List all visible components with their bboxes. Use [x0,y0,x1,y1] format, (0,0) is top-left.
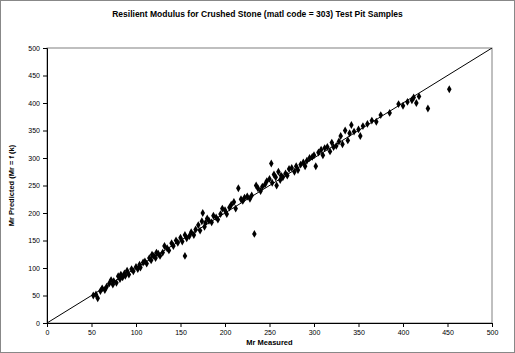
y-axis-title: Mr Predicted (Mr = f (k) [7,144,16,226]
tick-label: 350 [28,127,40,134]
tick: 400 [398,323,410,336]
tick-mark [43,268,47,269]
tick: 0 [46,323,50,336]
tick-label: 450 [28,72,40,79]
tick-mark [43,158,47,159]
tick-label: 50 [32,292,40,299]
tick-mark [314,323,315,327]
data-point [358,132,363,140]
tick-mark [43,323,47,324]
tick: 350 [28,127,47,134]
tick-mark [43,241,47,242]
tick-mark [359,323,360,327]
data-point [349,121,354,129]
chart: 0 50 100 150 200 250 300 350 400 450 500 0 50 100 150 2… [0,0,515,353]
title: Resilient Modulus for Crushed Stone (mat… [112,9,403,19]
data-point [338,132,343,140]
axis-line [48,324,493,328]
data-point [232,198,237,206]
data-point [447,85,452,93]
tick-label: 450 [442,329,454,336]
tick-label: 0 [36,320,40,327]
tick: 250 [264,323,276,336]
tick: 450 [28,72,47,79]
data-point [95,294,100,302]
tick: 0 [36,320,47,327]
tick-mark [43,131,47,132]
tick-mark [43,76,47,77]
plot-frame [47,48,492,323]
tick: 150 [28,237,47,244]
tick-label: 500 [28,45,40,52]
tick-mark [403,323,404,327]
tick-mark [43,48,47,49]
tick-label: 350 [353,329,365,336]
axis-line [43,49,48,324]
tick-label: 250 [28,182,40,189]
tick-label: 300 [309,329,321,336]
tick-label: 500 [487,329,499,336]
tick: 300 [28,155,47,162]
tick-mark [43,296,47,297]
chart-border [1,1,515,353]
reference-line [47,48,492,323]
x-axis-title: Mr Measured [246,338,293,347]
tick: 100 [28,265,47,272]
plot-area [47,48,492,323]
data-point [200,217,205,225]
data-point [252,230,257,238]
tick-mark [136,323,137,327]
tick-label: 200 [220,329,232,336]
data-point [426,105,431,113]
tick-mark [43,213,47,214]
tick-mark [492,323,493,327]
tick: 500 [487,323,499,336]
tick-label: 300 [28,155,40,162]
tick-mark [270,323,271,327]
tick: 350 [353,323,365,336]
data-point [414,99,419,107]
x-axis: 0 50 100 150 200 250 300 350 400 450 500 [46,323,499,336]
tick-label: 50 [88,329,96,336]
data-point [200,209,205,217]
tick-mark [43,103,47,104]
data-point [269,160,274,168]
data-point [343,127,348,135]
tick-mark [43,186,47,187]
data-point [274,182,279,190]
tick: 400 [28,100,47,107]
tick-label: 150 [28,237,40,244]
data-point [236,184,241,192]
tick: 50 [88,323,96,336]
tick-label: 0 [46,329,50,336]
tick-label: 150 [175,329,187,336]
data-point [314,162,319,170]
tick: 50 [32,292,47,299]
tick-mark [448,323,449,327]
tick: 450 [442,323,454,336]
tick: 300 [309,323,321,336]
tick-label: 250 [264,329,276,336]
tick-mark [225,323,226,327]
tick: 200 [220,323,232,336]
tick-label: 100 [131,329,143,336]
tick-label: 100 [28,265,40,272]
data-point [183,252,188,260]
tick: 250 [28,182,47,189]
tick: 500 [28,45,47,52]
tick: 200 [28,210,47,217]
tick-mark [92,323,93,327]
tick-label: 400 [398,329,410,336]
data-point [273,173,278,181]
tick: 100 [131,323,143,336]
tick: 150 [175,323,187,336]
tick-mark [181,323,182,327]
tick-label: 200 [28,210,40,217]
y-axis: 0 50 100 150 200 250 300 350 400 450 500 [28,45,47,327]
tick-label: 400 [28,100,40,107]
